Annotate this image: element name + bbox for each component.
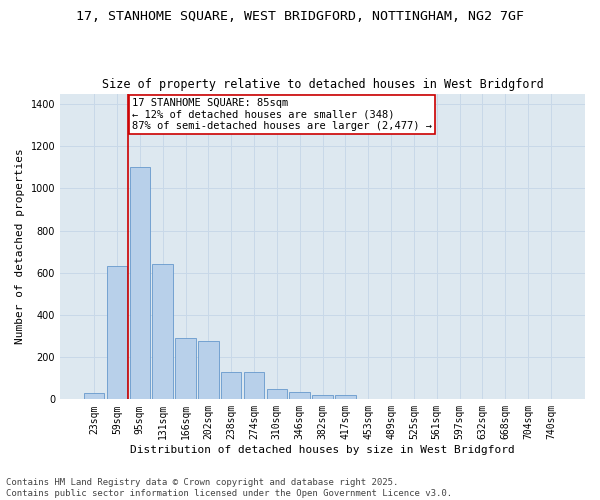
Text: Contains HM Land Registry data © Crown copyright and database right 2025.
Contai: Contains HM Land Registry data © Crown c… [6,478,452,498]
Bar [266,389,287,400]
Bar [244,372,264,400]
Bar [335,395,356,400]
Title: Size of property relative to detached houses in West Bridgford: Size of property relative to detached ho… [101,78,544,91]
Text: 17 STANHOME SQUARE: 85sqm
← 12% of detached houses are smaller (348)
87% of semi: 17 STANHOME SQUARE: 85sqm ← 12% of detac… [132,98,432,131]
Bar [84,393,104,400]
Text: 17, STANHOME SQUARE, WEST BRIDGFORD, NOTTINGHAM, NG2 7GF: 17, STANHOME SQUARE, WEST BRIDGFORD, NOT… [76,10,524,23]
Bar [289,392,310,400]
Bar [312,395,333,400]
Bar [152,264,173,400]
Bar [107,266,127,400]
Bar [130,168,150,400]
Bar [175,338,196,400]
Bar [198,342,218,400]
Y-axis label: Number of detached properties: Number of detached properties [15,148,25,344]
Bar [221,372,241,400]
X-axis label: Distribution of detached houses by size in West Bridgford: Distribution of detached houses by size … [130,445,515,455]
